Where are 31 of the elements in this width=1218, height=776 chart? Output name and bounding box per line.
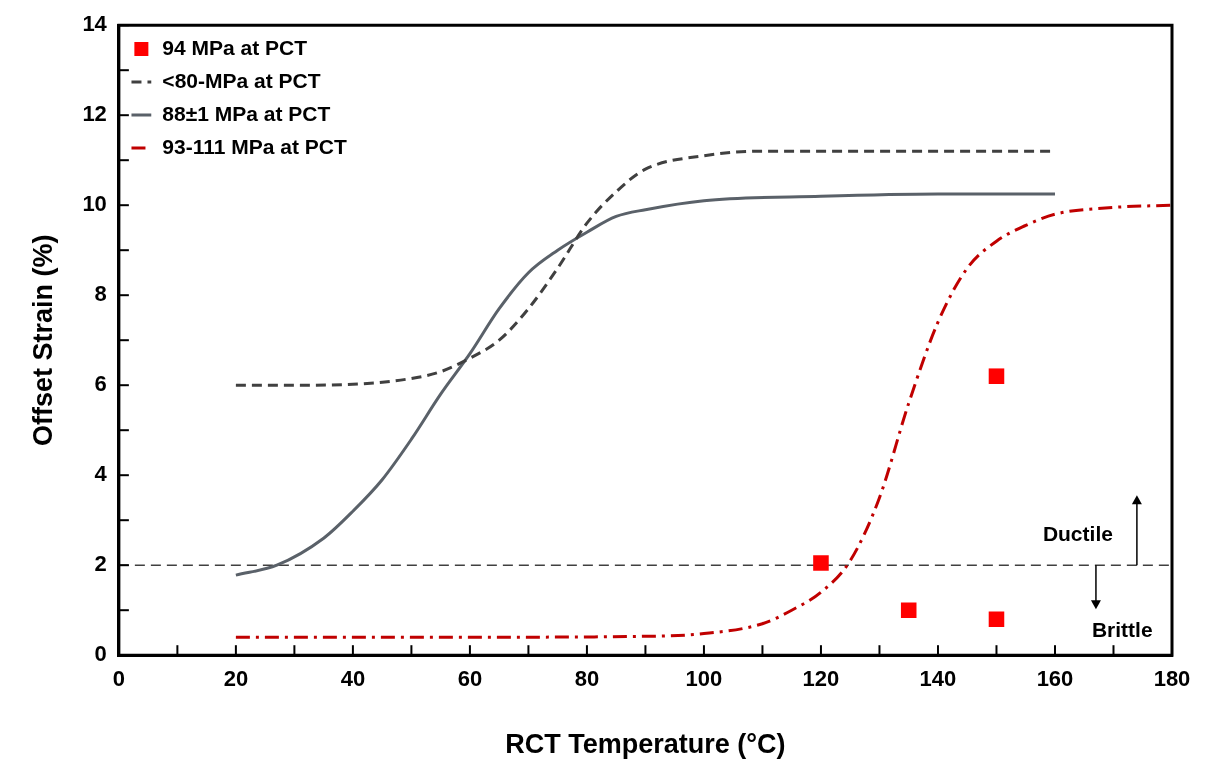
x-tick-label: 160 <box>1036 666 1074 692</box>
x-tick-label: 20 <box>223 666 249 692</box>
x-tick-label: 40 <box>340 666 366 692</box>
x-tick-label: 0 <box>112 666 125 692</box>
y-tick-label: 2 <box>94 551 107 577</box>
legend-label: 93-111 MPa at PCT <box>162 134 347 158</box>
line-series <box>234 203 1172 639</box>
legend-label: 94 MPa at PCT <box>162 35 308 59</box>
y-tick-label: 12 <box>82 101 107 127</box>
x-tick-label: 120 <box>802 666 840 692</box>
legend-label: 88±1 MPa at PCT <box>162 101 331 125</box>
y-tick-label: 0 <box>94 641 107 667</box>
legend-label: <80-MPa at PCT <box>162 68 321 92</box>
y-tick-label: 14 <box>82 11 108 37</box>
y-tick-label: 10 <box>82 191 107 217</box>
y-tick-label: 6 <box>94 371 107 397</box>
point <box>813 555 829 571</box>
x-tick-label: 140 <box>919 666 957 692</box>
x-axis-title: RCT Temperature (°C) <box>505 729 786 760</box>
x-tick-label: 80 <box>574 666 600 692</box>
point <box>988 611 1005 627</box>
annotation: Ductile <box>1042 522 1113 545</box>
y-tick-label: 4 <box>94 461 108 487</box>
x-tick-label: 180 <box>1153 666 1191 692</box>
x-tick-label: 60 <box>457 666 483 692</box>
y-tick-label: 8 <box>94 281 107 307</box>
y-axis-title: Offset Strain (%) <box>27 234 58 446</box>
x-tick-label: 100 <box>685 666 723 692</box>
point <box>900 602 917 618</box>
annotation: Brittle <box>1091 618 1153 641</box>
point <box>988 368 1005 384</box>
